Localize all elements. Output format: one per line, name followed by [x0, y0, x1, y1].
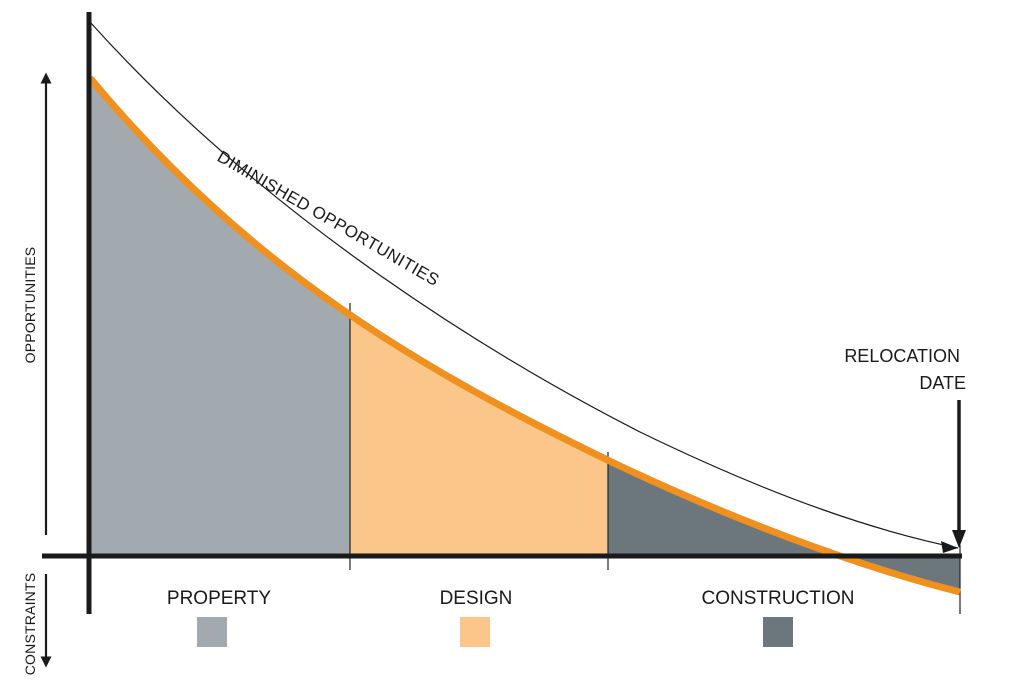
opportunities-label: OPPORTUNITIES [22, 247, 38, 364]
diminished-curve-arrowhead [941, 541, 958, 553]
relocation-label-line2: DATE [919, 373, 966, 393]
constraints-label: CONSTRAINTS [22, 573, 38, 676]
legend-swatch-design [460, 617, 490, 647]
legend-swatch-property [197, 617, 227, 647]
phase-label-design: DESIGN [440, 588, 513, 609]
phase-label-construction: CONSTRUCTION [701, 588, 854, 609]
design-phase-area [350, 314, 608, 556]
relocation-arrowhead [952, 530, 966, 548]
orange-boundary-curve [87, 75, 961, 596]
phase-label-property: PROPERTY [167, 588, 272, 609]
diminished-opportunities-curve [89, 21, 959, 549]
relocation-label-line1: RELOCATION [844, 346, 960, 366]
legend-swatch-construction [763, 617, 793, 647]
property-phase-area [90, 78, 350, 556]
construction-phase-area [608, 460, 960, 592]
